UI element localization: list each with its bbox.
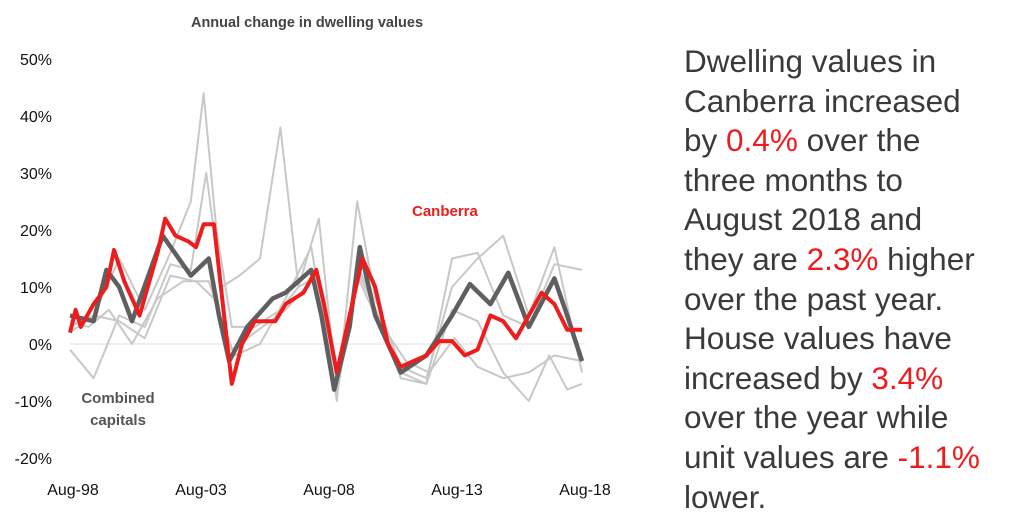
text-line: unit values are -1.1% [684, 438, 980, 478]
y-tick-label: 0% [29, 337, 52, 354]
text-line: over the year while [684, 398, 980, 438]
text-segment: they are [684, 240, 807, 277]
annotation-combined-capitals: Combined capitals [81, 390, 154, 429]
text-segment: over the past year. [684, 280, 944, 317]
text-line: House values have [684, 319, 980, 359]
y-tick-label: 40% [20, 109, 52, 126]
text-line: increased by 3.4% [684, 359, 980, 399]
text-segment: by [684, 122, 727, 159]
highlight-value: 0.4% [726, 122, 798, 159]
text-line: Dwelling values in [684, 42, 980, 82]
text-line: they are 2.3% higher [684, 240, 980, 280]
x-tick-label: Aug-03 [175, 482, 227, 499]
highlight-value: -1.1% [897, 438, 980, 475]
x-tick-label: Aug-18 [559, 482, 611, 499]
text-segment: Dwelling values in [684, 43, 937, 79]
x-tick-label: Aug-08 [303, 482, 355, 499]
text-segment: over the [797, 122, 921, 159]
text-segment: over the year while [684, 399, 949, 436]
highlight-value: 2.3% [806, 240, 879, 277]
y-axis: 50% 40% 30% 20% 10% 0% -10% -20% [15, 52, 52, 468]
x-tick-label: Aug-98 [47, 482, 99, 499]
text-line: three months to [684, 161, 980, 201]
y-tick-label: 10% [20, 280, 52, 297]
y-tick-label: 20% [20, 223, 52, 240]
text-line: by 0.4% over the [684, 121, 980, 161]
x-axis: Aug-98 Aug-03 Aug-08 Aug-13 Aug-18 [47, 482, 611, 499]
text-line: lower. [684, 478, 980, 518]
summary-text: Dwelling values in Canberra increased by 0… [684, 42, 980, 517]
y-tick-label: -20% [15, 451, 52, 468]
text-segment: August 2018 and [684, 201, 923, 238]
text-line: Canberra increased [684, 82, 980, 122]
text-line: over the past year. [684, 280, 980, 320]
y-tick-label: 30% [20, 166, 52, 183]
chart-title: Annual change in dwelling values [191, 15, 423, 31]
line-chart: Annual change in dwelling values 50% 40% 3… [15, 15, 611, 499]
text-segment: Canberra increased [684, 82, 961, 119]
y-tick-label: -10% [15, 394, 52, 411]
series-lines [68, 92, 585, 402]
series-canberra [68, 216, 582, 386]
text-segment: higher [878, 240, 975, 277]
y-tick-label: 50% [20, 52, 52, 69]
text-segment: lower. [684, 478, 767, 515]
text-line: August 2018 and [684, 200, 980, 240]
text-segment: unit values are [684, 438, 898, 475]
text-segment: increased by [684, 359, 872, 396]
annotation-canberra: Canberra [412, 203, 479, 220]
text-segment: House values have [684, 320, 952, 357]
text-segment: three months to [684, 161, 903, 198]
x-tick-label: Aug-13 [431, 482, 483, 499]
highlight-value: 3.4% [871, 359, 944, 396]
